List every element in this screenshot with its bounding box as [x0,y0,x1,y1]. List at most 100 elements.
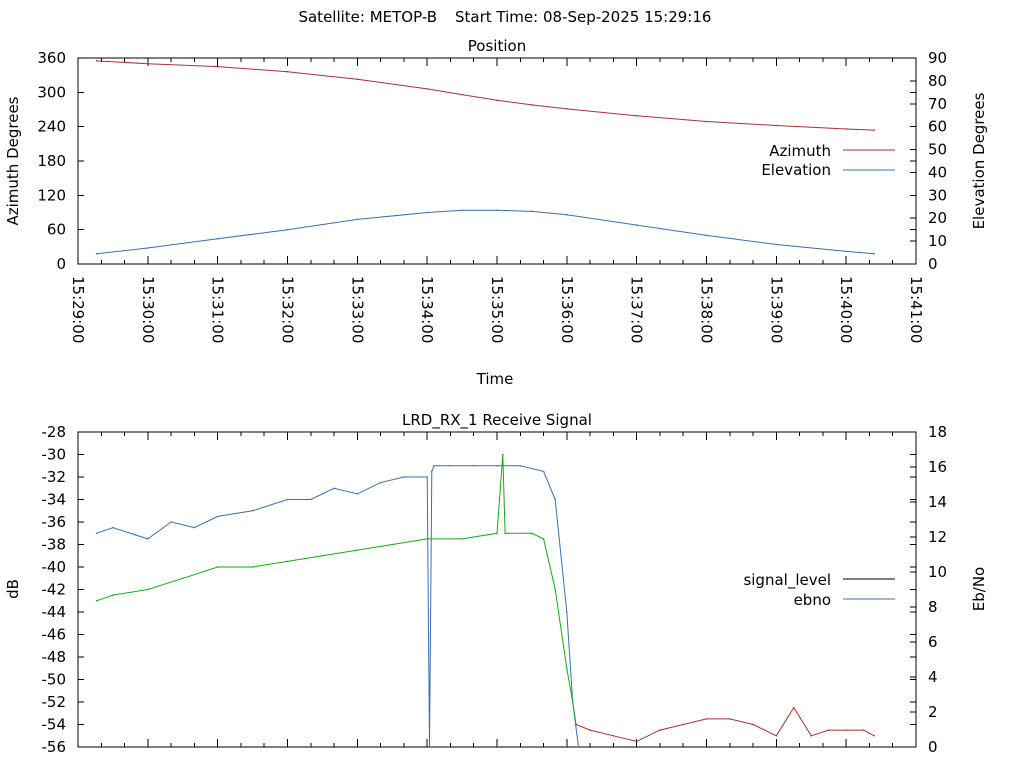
x-tick-label: 15:40:00 [837,276,855,343]
signal-y2-axis-label: Eb/No [970,567,988,611]
data-point [554,588,556,591]
y2-tick-label: 60 [928,118,947,136]
x-tick-label: 15:37:00 [628,276,646,343]
x-tick-label: 15:41:00 [907,276,925,343]
y2-tick-label: 90 [928,49,947,67]
data-point [356,218,359,221]
data-point [321,554,324,557]
y-tick-label: -56 [42,738,67,756]
signal-chart: LRD_RX_1 Receive Signal dB Eb/No signal_… [4,411,988,756]
data-point [286,228,289,231]
elevation-line [96,209,875,255]
data-point [333,487,335,490]
data-point [862,729,865,731]
trace-1-line [96,454,577,725]
data-point [496,209,498,212]
data-point [566,611,568,613]
data-point [705,120,708,123]
y2-tick-label: 40 [928,163,947,181]
data-point [216,65,219,68]
y2-tick-label: 30 [928,186,947,204]
y-tick-label: -48 [42,648,67,666]
data-point [845,729,847,731]
data-point [356,549,359,551]
y-tick-label: -44 [42,603,67,621]
data-point [502,453,504,456]
data-point [426,538,428,540]
data-point [519,464,522,467]
data-point [181,577,184,580]
y-tick-label: -52 [42,693,67,711]
data-point [112,594,114,596]
data-point [705,234,708,237]
data-point [379,481,382,484]
position-x-axis-label: Time [476,370,514,388]
azimuth-line [96,60,875,131]
y2-tick-label: 0 [928,738,938,756]
data-point [496,532,498,535]
data-point [95,252,98,255]
data-point [507,532,510,535]
position-y-axis-label: Azimuth Degrees [4,96,22,225]
position-chart-title: Position [468,37,526,55]
y-tick-label: -46 [42,626,67,644]
y-tick-label: -42 [42,581,67,599]
data-point [531,210,533,213]
y-tick-label: -38 [42,536,67,554]
data-point [810,734,813,737]
data-point [431,470,433,473]
y-tick-label: -30 [42,446,67,464]
data-point [216,515,219,518]
y-tick-label: -54 [42,716,67,734]
data-point [635,224,638,226]
data-point [216,566,219,568]
data-point [216,238,219,240]
data-point [635,740,638,743]
data-point [193,526,196,529]
y-tick-label: 60 [47,221,66,239]
y2-tick-label: 4 [928,668,938,686]
data-point [542,538,545,540]
data-point [566,667,568,670]
data-point [792,706,795,709]
data-point [571,701,574,703]
x-tick-label: 15:35:00 [488,276,506,343]
y-tick-label: -50 [42,671,67,689]
y2-tick-label: 10 [928,232,947,250]
y2-tick-label: 2 [928,703,938,721]
legend-azimuth-label: Azimuth [769,142,831,160]
data-point [542,470,545,473]
data-point [95,60,98,62]
header-satellite: Satellite: METOP-B [298,8,437,26]
y2-tick-label: 18 [928,423,947,441]
signal-chart-title: LRD_RX_1 Receive Signal [402,411,592,430]
data-point [147,62,149,65]
data-point [286,560,289,563]
x-tick-label: 15:29:00 [69,276,87,343]
data-point [251,566,254,568]
y2-tick-label: 12 [928,528,947,546]
data-point [426,476,428,478]
data-point [589,729,591,731]
trace-0-line [96,465,579,748]
data-point [554,498,556,501]
data-point [566,213,568,216]
position-y2-axis-label: Elevation Degrees [970,92,988,229]
x-tick-label: 15:39:00 [767,276,785,343]
data-point [147,588,149,591]
y-tick-label: -36 [42,513,67,531]
header-start-time: Start Time: 08-Sep-2025 15:29:16 [455,8,711,26]
y-tick-label: -40 [42,558,67,576]
data-point [309,498,312,501]
data-point [775,124,778,127]
y-tick-label: 300 [37,83,66,101]
x-tick-label: 15:36:00 [558,276,576,343]
position-legend: Azimuth Elevation [761,142,895,179]
y-tick-label: 120 [37,186,66,204]
data-point [147,247,149,249]
signal-plot-frame [77,431,917,748]
data-point [433,464,435,467]
legend-signal-level-label: signal_level [743,571,831,590]
data-point [531,104,533,106]
